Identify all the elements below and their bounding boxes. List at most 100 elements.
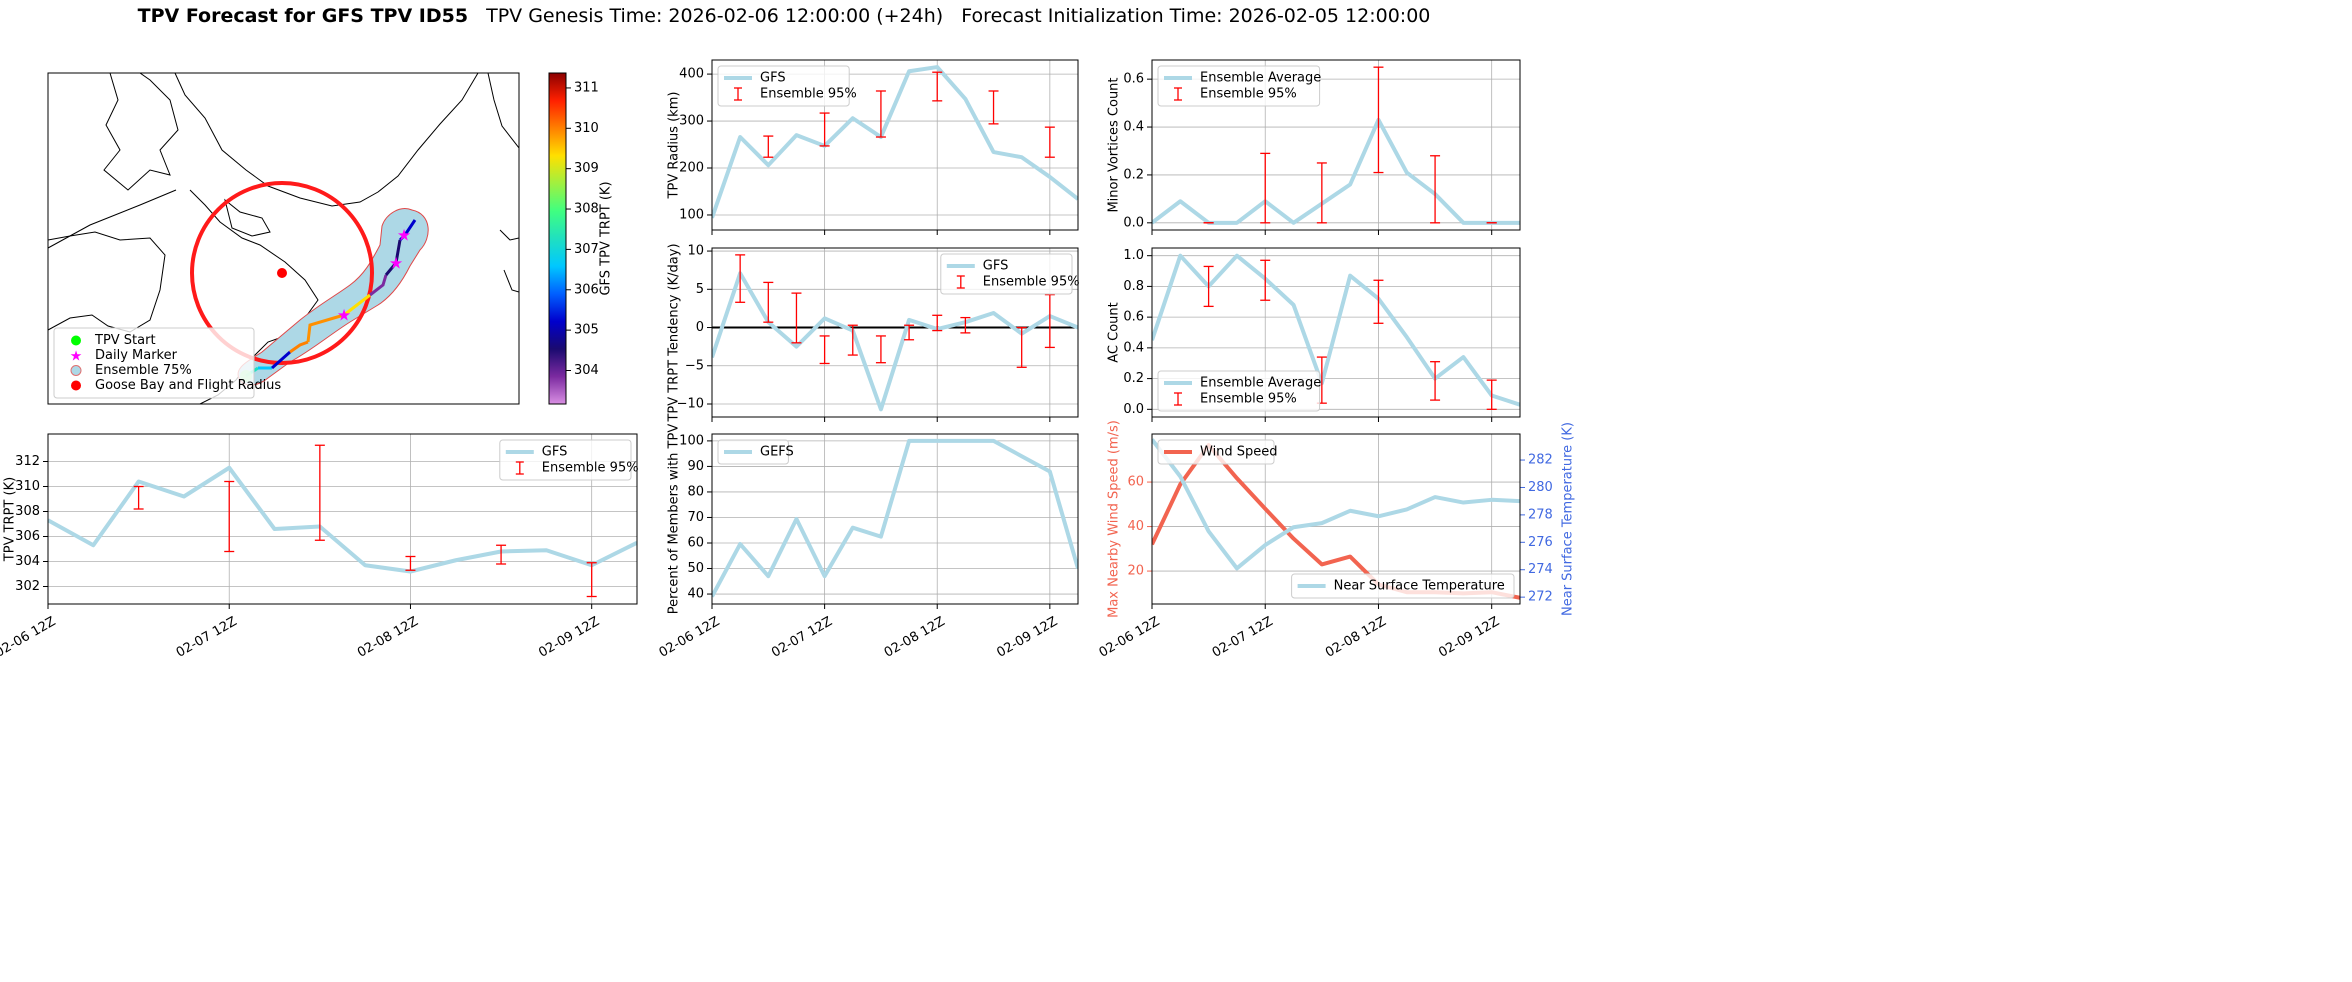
y-axis-label: TPV TRPT Tendency (K/day) (667, 243, 682, 422)
series-line (48, 465, 637, 574)
colorbar-tick-label: 311 (574, 80, 599, 95)
legend-label: GEFS (760, 445, 794, 460)
y-tick-label: 306 (15, 529, 40, 544)
x-tick-label: 02-07 12Z (174, 614, 240, 661)
title-sub: TPV Genesis Time: 2026-02-06 12:00:00 (+… (485, 5, 1430, 27)
y-tick-label: 300 (679, 114, 704, 129)
y-tick-label: 0.4 (1123, 120, 1144, 135)
border-line (48, 189, 177, 249)
coastline (174, 73, 479, 207)
coastline (487, 73, 519, 149)
series-line (712, 65, 1078, 219)
coastline (103, 73, 179, 191)
track-segment (306, 313, 345, 343)
x-tick-label: 02-06 12Z (0, 614, 58, 661)
y-tick-label: 0 (696, 320, 704, 335)
series-line (1152, 438, 1520, 571)
axes-frame (1151, 433, 1521, 605)
x-tick-label: 02-09 12Z (536, 614, 602, 661)
map-frame (47, 72, 520, 405)
y-tick-label: 200 (679, 161, 704, 176)
legend-box (1157, 439, 1275, 465)
axes-frame (47, 433, 638, 605)
goose-bay (277, 268, 287, 278)
colorbar-tick-label: 308 (574, 202, 599, 217)
y-axis-label: TPV Radius (km) (667, 92, 682, 200)
y-tick-label: 100 (679, 207, 704, 222)
y2-axis-label: Near Surface Temperature (K) (1561, 422, 1576, 616)
y-tick-label: −5 (685, 358, 704, 373)
y2-tick-label: 282 (1528, 453, 1553, 468)
plot-area (1152, 253, 1520, 410)
axes-frame (711, 247, 1079, 418)
y-tick-label: 302 (15, 579, 40, 594)
legend-marker: ★ (70, 349, 83, 365)
y-axis-label: Max Nearby Wind Speed (m/s) (1107, 420, 1122, 618)
legend-label: Near Surface Temperature (1334, 579, 1505, 594)
series-line (712, 438, 1078, 598)
y-tick-label: 5 (696, 282, 704, 297)
y-axis-label: Percent of Members with TPV (667, 424, 682, 615)
colorbar (548, 72, 567, 405)
y-tick-label: 40 (687, 587, 704, 602)
colorbar-tick-label: 307 (574, 242, 599, 257)
legend-box (53, 327, 255, 399)
coastline (48, 231, 166, 333)
legend-label: Ensemble 95% (542, 461, 639, 476)
track-segment (343, 293, 371, 317)
flight-radius (190, 181, 374, 365)
track-segment (384, 239, 402, 276)
legend-label: Ensemble Average (1200, 71, 1321, 86)
legend-label: Wind Speed (1200, 445, 1278, 460)
y-tick-label: 0.2 (1123, 167, 1144, 182)
legend-label: Ensemble 75% (95, 363, 192, 378)
legend-marker (71, 380, 81, 391)
y-tick-label: 90 (687, 459, 704, 474)
legend-marker (70, 365, 82, 376)
y-tick-label: 50 (687, 561, 704, 576)
colorbar-tick-label: 305 (574, 323, 599, 338)
coastline (224, 198, 271, 237)
colorbar-tick-label: 310 (574, 121, 599, 136)
y-tick-label: 304 (15, 554, 40, 569)
y-tick-label: 400 (679, 67, 704, 82)
x-tick-label: 02-08 12Z (1323, 614, 1389, 661)
series-line (1152, 117, 1520, 225)
legend-label: GFS (542, 445, 568, 460)
plot-area (712, 254, 1078, 412)
legend-label: Goose Bay and Flight Radius (95, 378, 281, 393)
coastline (499, 229, 519, 293)
track-segment (398, 219, 417, 242)
series-line (712, 271, 1078, 412)
y-tick-label: 60 (1127, 475, 1144, 490)
track-segment (369, 274, 388, 297)
x-tick-label: 02-06 12Z (657, 614, 723, 661)
legend-box (1291, 573, 1515, 599)
legend-box (717, 439, 789, 465)
y-tick-label: −10 (677, 397, 704, 412)
axes-frame (711, 59, 1079, 231)
y-tick-label: 0.0 (1123, 215, 1144, 230)
y-tick-label: 60 (687, 535, 704, 550)
legend-label: Ensemble 95% (983, 275, 1080, 290)
track-segment (271, 350, 291, 370)
y-tick-label: 0.6 (1123, 310, 1144, 325)
x-tick-label: 02-08 12Z (882, 614, 948, 661)
legend-label: GFS (760, 71, 786, 86)
plot-area (48, 444, 637, 598)
title-main: TPV Forecast for GFS TPV ID55 (138, 5, 468, 27)
series-line (1152, 253, 1520, 407)
y-tick-label: 310 (15, 479, 40, 494)
y2-tick-label: 276 (1528, 535, 1553, 550)
colorbar-label: GFS TPV TRPT (K) (599, 181, 614, 295)
x-tick-label: 02-09 12Z (994, 614, 1060, 661)
y2-tick-label: 278 (1528, 507, 1553, 522)
legend-box (1157, 370, 1321, 412)
daily-marker: ★ (337, 306, 351, 325)
y-tick-label: 0.4 (1123, 340, 1144, 355)
track-segment (289, 340, 309, 354)
ensemble-region (237, 208, 429, 386)
x-tick-label: 02-08 12Z (355, 614, 421, 661)
